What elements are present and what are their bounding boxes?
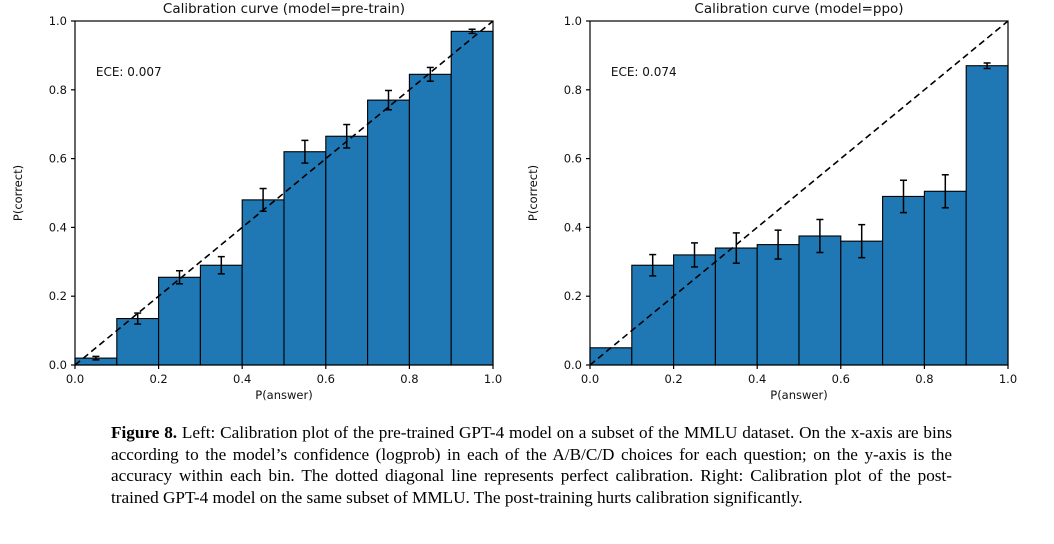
error-bar xyxy=(301,139,309,164)
x-tick-label: 0.6 xyxy=(317,372,335,386)
error-bar xyxy=(649,253,657,277)
chart-title: Calibration curve (model=ppo) xyxy=(694,1,903,17)
error-bar xyxy=(343,123,351,149)
calibration-bar xyxy=(756,244,800,366)
error-bar xyxy=(858,223,866,259)
calibration-bar xyxy=(714,247,758,366)
y-tick-label: 0.0 xyxy=(49,358,67,372)
calibration-bar xyxy=(589,347,633,366)
calibration-bar xyxy=(673,254,716,366)
y-tick-label: 0.6 xyxy=(49,152,67,166)
x-tick-label: 0.6 xyxy=(832,372,850,386)
y-tick-label: 0.2 xyxy=(564,289,582,303)
error-bar xyxy=(816,218,824,254)
x-tick-label: 0.4 xyxy=(233,372,251,386)
calibration-bar xyxy=(241,199,285,366)
error-bar xyxy=(217,255,225,275)
error-bar xyxy=(468,28,476,35)
calibration-bar xyxy=(325,135,369,366)
charts-row: 0.0 0.2 0.4 0.6 0.8 1.0 0.0 0.2 0.4 0.6 … xyxy=(11,1,1017,402)
plot-frame xyxy=(74,20,494,366)
chart-title: Calibration curve (model=pre-train) xyxy=(163,1,405,17)
calibration-bar xyxy=(882,195,925,366)
x-axis-label: P(answer) xyxy=(255,388,312,402)
calibration-chart-ppo: 0.0 0.2 0.4 0.6 0.8 1.0 0.0 0.2 0.4 0.6 … xyxy=(527,1,1017,402)
x-tick-label: 1.0 xyxy=(999,372,1017,386)
error-bar xyxy=(983,62,991,70)
x-tick-label: 1.0 xyxy=(484,372,502,386)
calibration-bar xyxy=(283,151,327,366)
perfect-calibration-line xyxy=(589,20,1009,366)
x-tick-label: 0.2 xyxy=(664,372,682,386)
x-tick-label: 0.8 xyxy=(400,372,418,386)
calibration-bar xyxy=(798,235,842,366)
calibration-bar xyxy=(408,73,452,366)
error-bar xyxy=(691,242,698,268)
error-bar xyxy=(259,187,267,212)
calibration-bar xyxy=(923,190,967,366)
y-tick-label: 0.8 xyxy=(49,83,67,97)
ece-annotation: ECE: 0.074 xyxy=(611,65,677,79)
x-tick-label: 0.8 xyxy=(915,372,933,386)
error-bar xyxy=(941,174,949,209)
y-axis-label: P(correct) xyxy=(11,165,25,221)
x-tick-label: 0.4 xyxy=(748,372,766,386)
error-bar xyxy=(134,312,142,325)
y-tick-label: 0.0 xyxy=(564,358,582,372)
error-bar xyxy=(92,355,100,361)
y-tick-label: 0.6 xyxy=(564,152,582,166)
y-tick-label: 0.8 xyxy=(564,83,582,97)
y-tick-label: 1.0 xyxy=(564,14,582,28)
calibration-bar xyxy=(965,65,1009,366)
calibration-bar xyxy=(840,240,884,366)
plot-frame xyxy=(589,20,1009,366)
error-bar xyxy=(426,66,434,82)
calibration-bar xyxy=(199,264,243,366)
ece-annotation: ECE: 0.007 xyxy=(96,65,162,79)
y-tick-label: 1.0 xyxy=(49,14,67,28)
calibration-bar xyxy=(631,264,675,366)
y-tick-label: 0.2 xyxy=(49,289,67,303)
x-axis-label: P(answer) xyxy=(770,388,827,402)
calibration-bar xyxy=(367,99,410,366)
error-bar xyxy=(732,232,740,264)
figure-label: Figure 8. xyxy=(111,423,178,442)
x-tick-label: 0.0 xyxy=(581,372,599,386)
error-bar xyxy=(774,229,782,260)
figure-caption: Figure 8. Left: Calibration plot of the … xyxy=(111,422,952,509)
caption-text: Left: Calibration plot of the pre-traine… xyxy=(111,423,953,508)
error-bar xyxy=(900,179,907,214)
error-bar xyxy=(385,89,392,111)
x-tick-label: 0.0 xyxy=(66,372,84,386)
perfect-calibration-line xyxy=(74,20,494,366)
error-bar xyxy=(176,269,183,285)
y-tick-label: 0.4 xyxy=(49,220,67,234)
calibration-bar xyxy=(450,30,494,366)
y-tick-label: 0.4 xyxy=(564,220,582,234)
calibration-chart-pretrain: 0.0 0.2 0.4 0.6 0.8 1.0 0.0 0.2 0.4 0.6 … xyxy=(11,1,502,402)
x-tick-label: 0.2 xyxy=(149,372,167,386)
y-axis-label: P(correct) xyxy=(527,165,540,221)
calibration-bar xyxy=(116,318,160,366)
